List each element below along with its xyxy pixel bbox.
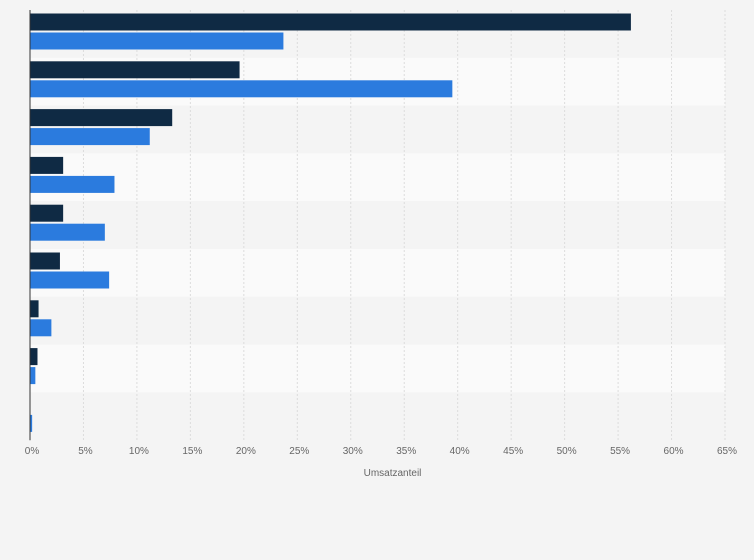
bar-series1-row8 bbox=[30, 348, 38, 366]
bar-series1-row1 bbox=[30, 13, 631, 31]
bar-series2-row7 bbox=[30, 319, 52, 337]
x-tick-label-5: 5% bbox=[78, 446, 93, 457]
bar-series2-row8 bbox=[30, 367, 36, 385]
bar-series2-row1 bbox=[30, 32, 284, 50]
row-band-7 bbox=[30, 296, 725, 345]
x-tick-label-20: 20% bbox=[236, 446, 256, 457]
x-tick-label-55: 55% bbox=[610, 446, 630, 457]
bar-series1-row3 bbox=[30, 109, 173, 127]
bar-series2-row2 bbox=[30, 80, 453, 98]
row-band-4 bbox=[30, 153, 725, 202]
x-axis-title: Umsatzanteil bbox=[364, 468, 422, 479]
x-tick-label-35: 35% bbox=[396, 446, 416, 457]
row-band-9 bbox=[30, 392, 725, 441]
x-tick-label-15: 15% bbox=[182, 446, 202, 457]
x-tick-label-65: 65% bbox=[717, 446, 737, 457]
bar-series1-row7 bbox=[30, 300, 39, 318]
bar-series1-row2 bbox=[30, 61, 240, 79]
bar-series2-row4 bbox=[30, 175, 115, 193]
bar-series2-row3 bbox=[30, 128, 150, 146]
x-tick-label-45: 45% bbox=[503, 446, 523, 457]
row-band-5 bbox=[30, 201, 725, 249]
x-tick-label-30: 30% bbox=[343, 446, 363, 457]
row-band-8 bbox=[30, 344, 725, 393]
row-bands bbox=[30, 10, 725, 441]
x-tick-label-40: 40% bbox=[450, 446, 470, 457]
bar-series1-row5 bbox=[30, 204, 64, 222]
x-tick-label-10: 10% bbox=[129, 446, 149, 457]
bar-series1-row6 bbox=[30, 252, 60, 270]
x-axis-tick-labels: 0% 5% 10% 15% 20% 25% 30% 35% 40% 45% 50% 55% 60% 65% bbox=[25, 446, 737, 457]
bar-series2-row6 bbox=[30, 271, 110, 289]
bar-series2-row9 bbox=[30, 414, 33, 432]
bar-series1-row4 bbox=[30, 156, 64, 174]
row-band-6 bbox=[30, 249, 725, 297]
bars bbox=[30, 13, 631, 432]
bar-series2-row5 bbox=[30, 223, 105, 241]
x-tick-label-50: 50% bbox=[557, 446, 577, 457]
x-tick-label-25: 25% bbox=[289, 446, 309, 457]
x-tick-label-0: 0% bbox=[25, 446, 40, 457]
x-tick-label-60: 60% bbox=[664, 446, 684, 457]
